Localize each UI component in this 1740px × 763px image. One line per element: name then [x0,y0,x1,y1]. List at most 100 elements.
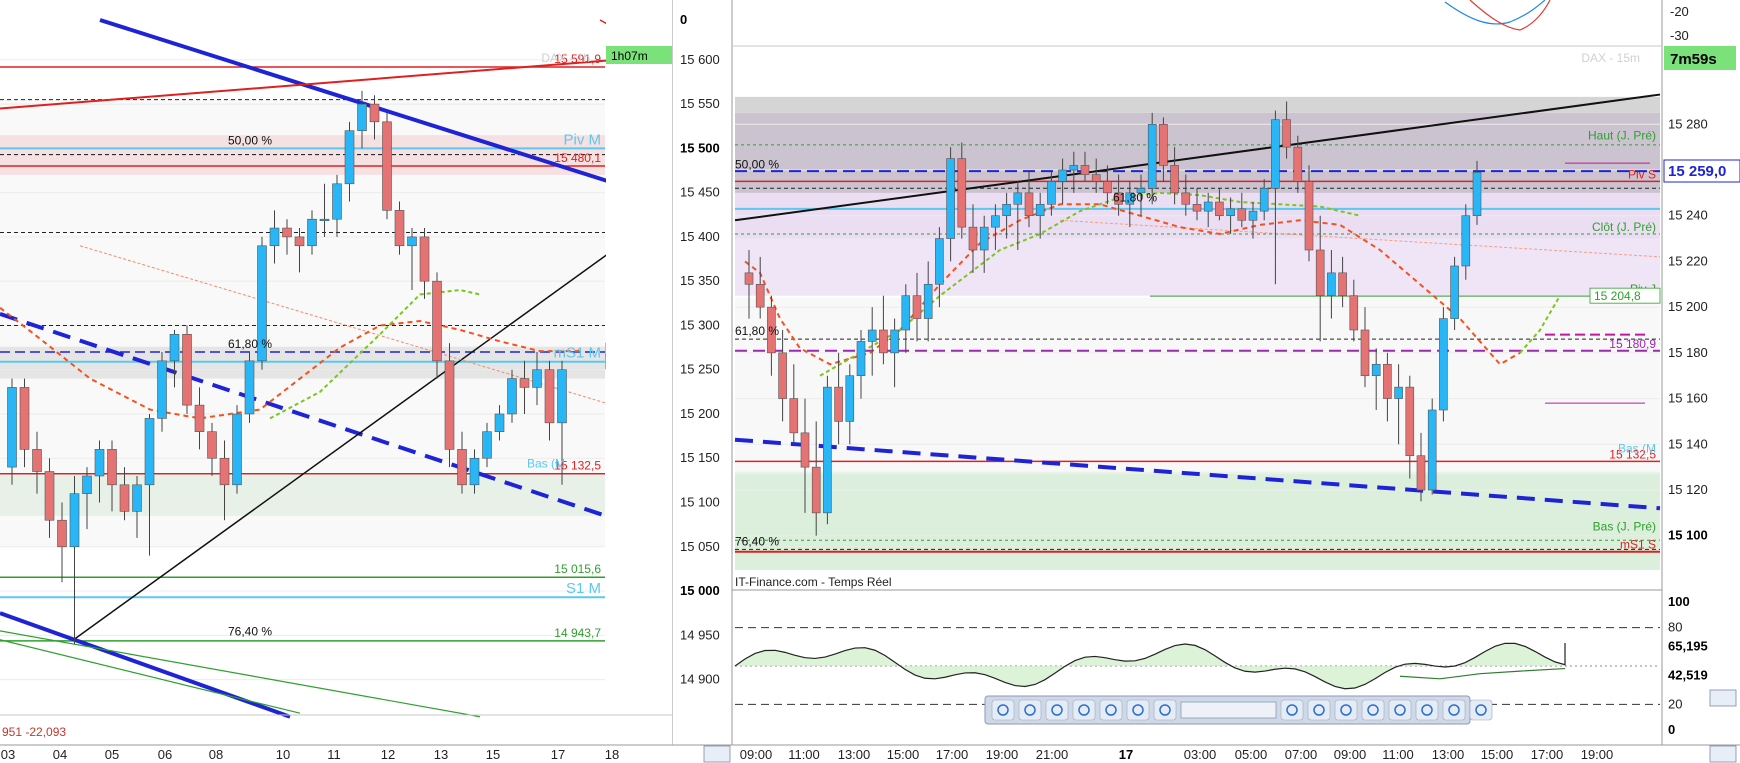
time-axis: 03 04 05 06 08 10 11 12 13 15 17 18 09:00 11:00 13:00 1… [0,689,1740,763]
right-candle-body-43 [1226,208,1235,217]
right-candle-45 [1248,202,1258,239]
toolbar-export-icon[interactable] [1307,699,1331,721]
right-candle-body-45 [1248,210,1258,221]
right-candle-body-53 [1338,272,1347,297]
right-candle-8 [834,352,843,445]
toolbar-rewind-icon[interactable] [1126,699,1150,721]
toolbar-redo-icon[interactable] [1361,699,1385,721]
right-candle-body-38 [1170,165,1179,194]
toolbar-settings-icon[interactable] [1388,699,1412,721]
right-blue-dashed-trendline [734,437,1661,511]
right-candle-body-17 [935,238,944,285]
right-candle-13 [890,318,899,388]
right-fib-label-1: 61,80 % [735,324,779,338]
right-extra-label-1: Clôt (J. Pré) [1592,220,1656,234]
left-candle-body-24 [307,218,317,247]
right-candle-body-56 [1371,363,1381,377]
left-candle-8 [107,440,117,512]
left-candle-body-18 [232,413,242,486]
left-candle-body-36 [457,449,467,486]
left-candle-body-23 [294,236,305,247]
toolbar-draw-icon[interactable] [991,699,1015,721]
left-candle-5 [69,475,80,645]
left-y-tick-7: 15 250 [680,362,720,377]
right-candle-body-12 [879,329,888,354]
left-chart-panel[interactable]: 15 591,9 15 480,1 Piv M mS1 M 15 132,5 15 015… [0,0,673,763]
left-y-tick-4: 15 400 [680,229,720,244]
right-candle-body-58 [1394,386,1403,399]
left-timer: 1h07m [611,49,648,63]
right-candle-body-47 [1271,119,1280,189]
right-candle-body-8 [834,386,843,422]
right-candle-38 [1170,147,1179,205]
toolbar-notes-icon[interactable] [1072,699,1096,721]
toolbar-layers-icon[interactable] [1018,699,1042,721]
right-candle-body-30 [1080,165,1090,175]
right-candle-body-32 [1103,181,1112,194]
right-candle-body-20 [968,226,978,251]
osc-tick-3: 42,519 [1668,668,1708,683]
toolbar-comment-icon[interactable] [1045,699,1069,721]
right-candle-body-11 [867,329,877,342]
left-candle-body-5 [69,493,80,548]
right-candle-body-36 [1147,123,1157,189]
right-candle-26 [1035,192,1045,239]
left-candle-body-38 [482,431,492,459]
right-source-label: IT-Finance.com - Temps Réel [735,575,892,589]
left-watermark: DAX - 1h [541,51,590,65]
right-candle-28 [1058,158,1067,205]
right-y-tick-5: 15 180 [1668,345,1708,360]
toolbar-zoom-in-icon[interactable] [1469,699,1493,721]
left-y-tick-12: 15 000 [680,583,720,598]
left-black-trendline [71,207,673,642]
left-y-tick-10: 15 100 [680,495,720,510]
right-candle-30 [1080,151,1090,182]
left-y-tick-1: 15 550 [680,96,720,111]
left-candle-17 [219,440,230,521]
right-candle-body-6 [811,466,821,514]
right-candle-body-13 [890,329,899,354]
left-candle-body-32 [407,236,417,247]
toolbar-zoom-fit-icon[interactable] [1415,699,1439,721]
osc-tick-4: 20 [1668,696,1682,711]
right-candle-body-28 [1058,169,1067,182]
left-candle-9 [119,467,130,521]
left-level-label-0: 15 591,9 [554,52,601,66]
left-candle-25 [319,183,330,237]
toolbar-menu-icon[interactable] [1099,699,1123,721]
toolbar-prev-icon[interactable] [1153,699,1177,721]
right-chart-panel[interactable]: Piv S 15 180,9 15 132,5 mS1 S Haut (J. Pré) C… [732,46,1662,590]
osc-tick-2: 65,195 [1668,639,1708,654]
left-y-tick-13: 14 950 [680,627,720,642]
right-extra-label-4: Bas (J. Pré) [1593,519,1656,533]
left-candle-22 [282,219,292,255]
left-candle-10 [132,475,142,538]
left-blue-dashed-trendline [0,312,673,540]
right-y-tick-3: 15 220 [1668,253,1708,268]
right-candle-29 [1069,151,1079,193]
left-ma-green [269,289,481,420]
left-candle-body-35 [444,360,455,450]
left-fib-label-2: 76,40 % [228,625,272,639]
left-candle-0 [7,378,17,485]
left-candle-body-8 [107,449,117,486]
draw-icon [997,704,1009,716]
left-candle-body-44 [557,369,567,424]
left-candle-21 [269,210,280,264]
toolbar-next-icon[interactable] [1280,699,1304,721]
left-x-tick-8: 13 [434,747,448,762]
osc-top-tick-0: -20 [1670,4,1689,19]
right-candle-36 [1147,112,1157,205]
left-candle-3 [44,458,55,538]
toolbar-zoom-out-icon[interactable] [1442,699,1466,721]
right-candle-21 [979,215,989,273]
left-candle-33 [419,228,430,299]
right-candle-body-18 [946,158,955,239]
left-red-trendline [0,54,673,110]
right-candle-60 [1416,432,1426,502]
toolbar-scrollbar[interactable] [1180,701,1277,719]
toolbar-undo-icon[interactable] [1334,699,1358,721]
left-candle-body-16 [207,431,217,459]
left-candle-body-0 [7,387,17,468]
